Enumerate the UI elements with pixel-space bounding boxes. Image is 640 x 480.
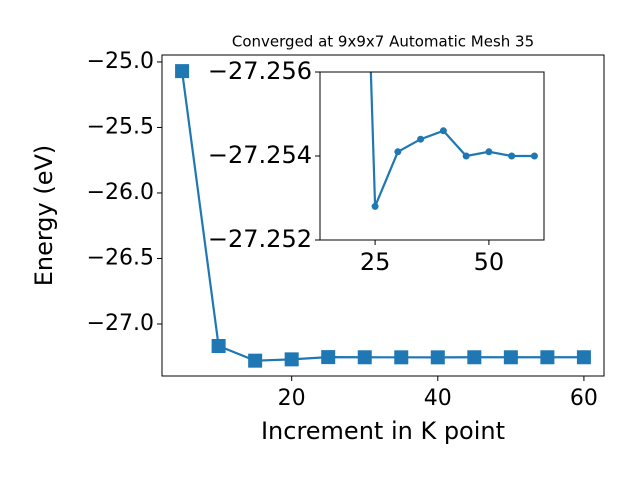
x-tick-label: 40: [424, 386, 452, 411]
marker: [439, 127, 447, 135]
y-axis-label: Energy (eV): [30, 145, 58, 287]
y-tick-label: −25.5: [87, 114, 154, 139]
marker: [576, 350, 591, 365]
marker: [284, 352, 299, 367]
y-tick-label: −27.256: [208, 57, 312, 85]
y-tick-label: −26.0: [87, 180, 154, 205]
series: [369, 72, 538, 210]
marker: [248, 353, 263, 368]
marker: [357, 350, 372, 365]
x-tick-label: 20: [278, 386, 306, 411]
marker: [211, 338, 226, 353]
marker: [321, 350, 336, 365]
marker: [430, 350, 445, 365]
axes-frame: [161, 54, 605, 377]
marker: [371, 202, 379, 210]
marker: [417, 135, 425, 143]
series: [175, 64, 591, 368]
chart-title: Converged at 9x9x7 Automatic Mesh 35: [232, 33, 534, 51]
marker: [467, 350, 482, 365]
marker: [508, 152, 516, 160]
marker: [485, 148, 493, 156]
x-axis-label: Increment in K point: [261, 417, 505, 445]
marker: [503, 350, 518, 365]
x-tick-label: 50: [474, 248, 505, 276]
y-tick-label: −25.0: [87, 49, 154, 74]
y-tick-label: −27.254: [208, 141, 312, 169]
y-tick-label: −27.0: [87, 311, 154, 336]
y-tick-label: −26.5: [87, 245, 154, 270]
x-tick-label: 25: [360, 248, 391, 276]
y-tick-label: −27.252: [208, 225, 312, 253]
axes-frame: [319, 71, 545, 241]
x-tick-label: 60: [570, 386, 598, 411]
marker: [530, 152, 538, 160]
marker: [540, 350, 555, 365]
marker: [394, 350, 409, 365]
marker: [175, 64, 190, 79]
marker: [462, 152, 470, 160]
marker: [394, 148, 402, 156]
